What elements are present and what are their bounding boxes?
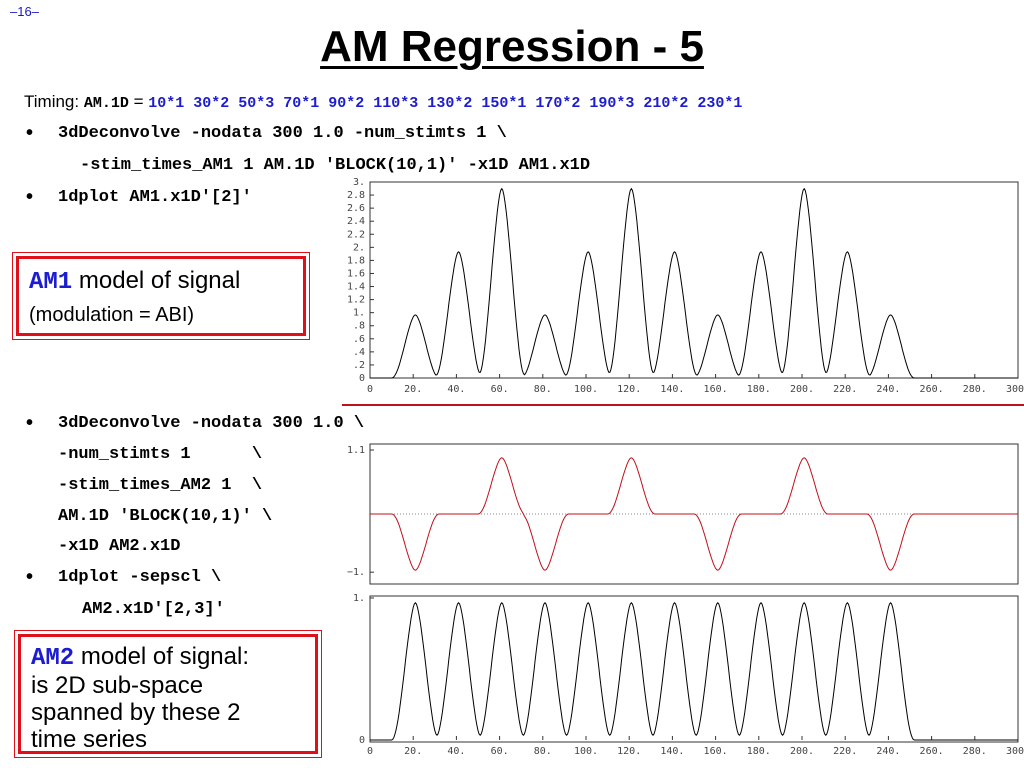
command-line: 1dplot -sepscl \ <box>58 568 222 587</box>
command-line: AM.1D 'BLOCK(10,1)' \ <box>58 507 273 526</box>
x-tick-label: 60. <box>491 746 509 757</box>
y-tick-label: 2.6 <box>347 203 365 214</box>
x-tick-label: 260. <box>920 384 944 395</box>
y-tick-label: 1.4 <box>347 282 365 293</box>
x-tick-label: 300. <box>1006 384 1024 395</box>
am2-callout-line: is 2D sub-space <box>31 672 204 699</box>
command-line: -num_stimts 1 \ <box>58 445 263 464</box>
am2-callout-text: model of signal: <box>74 643 249 670</box>
x-tick-label: 280. <box>963 746 987 757</box>
am2-modulated-plot: 1.1 −1. <box>347 443 1019 585</box>
am2-callout: AM2 model of signal: is 2D sub-space spa… <box>14 630 322 758</box>
x-tick-label: 140. <box>660 384 684 395</box>
am2-callout-line: time series <box>31 726 148 753</box>
y-tick-label: 2.4 <box>347 216 365 227</box>
x-tick-label: 160. <box>704 384 728 395</box>
timing-values: 10*1 30*2 50*3 70*1 90*2 110*3 130*2 150… <box>148 95 743 112</box>
x-tick-label: 0 <box>367 746 373 757</box>
page-number: –16– <box>10 4 39 19</box>
am1-callout-text: model of signal <box>72 267 241 294</box>
am1-plot: 0.2.4.6.81.1.21.41.61.82.2.22.42.62.83. … <box>347 178 1024 395</box>
am1-callout-title: AM1 model of signal <box>29 267 303 296</box>
command-line: -x1D AM2.x1D <box>58 537 181 556</box>
y-tick-label: 1.8 <box>347 255 365 266</box>
y-tick-label: .6 <box>353 334 365 345</box>
timing-line: Timing: AM.1D = 10*1 30*2 50*3 70*1 90*2… <box>24 92 742 112</box>
command-line: AM2.x1D'[2,3]' <box>82 600 225 619</box>
x-tick-label: 80. <box>534 384 552 395</box>
am2-keyword: AM2 <box>31 645 75 672</box>
y-tick-label: 1.2 <box>347 295 365 306</box>
x-tick-label: 0 <box>367 384 373 395</box>
plot-frame <box>369 595 1019 743</box>
x-tick-label: 40. <box>447 746 465 757</box>
x-tick-label: 160. <box>704 746 728 757</box>
plot-frame <box>369 181 1019 379</box>
y-tick-label: .8 <box>353 321 365 332</box>
x-tick-label: 200. <box>790 746 814 757</box>
timing-file: AM.1D <box>83 95 129 112</box>
y-tick-label: 2.8 <box>347 190 365 201</box>
am1-callout: AM1 model of signal (modulation = ABI) <box>12 252 310 340</box>
bullet-1: • <box>26 122 34 144</box>
bullet-4: • <box>26 566 34 588</box>
y-tick-label: 3. <box>353 178 365 188</box>
command-line: 3dDeconvolve -nodata 300 1.0 \ <box>58 414 365 433</box>
x-tick-label: 240. <box>876 746 900 757</box>
x-tick-label: 60. <box>491 384 509 395</box>
y-tick-label: 1. <box>353 308 365 319</box>
am1-callout-sub: (modulation = ABI) <box>29 304 195 326</box>
y-tick-label: .4 <box>353 347 365 358</box>
x-tick-label: 200. <box>790 384 814 395</box>
command-line: -stim_times_AM1 1 AM.1D 'BLOCK(10,1)' -x… <box>80 156 591 175</box>
x-tick-label: 40. <box>447 384 465 395</box>
y-tick-label: 1. <box>353 593 365 604</box>
command-line: -stim_times_AM2 1 \ <box>58 476 263 495</box>
bullet-3: • <box>26 412 34 434</box>
x-tick-label: 80. <box>534 746 552 757</box>
x-tick-label: 120. <box>617 746 641 757</box>
section-divider <box>342 404 1024 406</box>
y-tick-label: 1.6 <box>347 268 365 279</box>
am1-keyword: AM1 <box>29 269 73 296</box>
x-tick-label: 140. <box>660 746 684 757</box>
timing-equals: = <box>133 92 144 111</box>
x-tick-label: 220. <box>833 384 857 395</box>
x-tick-label: 240. <box>876 384 900 395</box>
x-tick-label: 220. <box>833 746 857 757</box>
am2-constant-curve <box>370 602 1018 741</box>
y-tick-label: 2.2 <box>347 229 365 240</box>
am2-callout-line: spanned by these 2 <box>31 699 241 726</box>
bullet-2: • <box>26 186 34 208</box>
y-tick-label: −1. <box>347 567 365 578</box>
x-tick-label: 300. <box>1006 746 1024 757</box>
y-tick-label: .2 <box>353 360 365 371</box>
x-tick-label: 260. <box>920 746 944 757</box>
y-tick-label: 1.1 <box>347 445 365 456</box>
y-tick-label: 0 <box>359 373 365 384</box>
y-tick-label: 0 <box>359 735 365 746</box>
am2-modulated-curve <box>370 457 1018 571</box>
x-tick-label: 120. <box>617 384 641 395</box>
x-tick-label: 20. <box>404 384 422 395</box>
x-tick-label: 20. <box>404 746 422 757</box>
command-line: 1dplot AM1.x1D'[2]' <box>58 188 252 207</box>
x-tick-label: 180. <box>747 384 771 395</box>
x-tick-label: 280. <box>963 384 987 395</box>
x-tick-label: 100. <box>574 384 598 395</box>
command-line: 3dDeconvolve -nodata 300 1.0 -num_stimts… <box>58 124 507 143</box>
timing-label: Timing: <box>24 92 80 111</box>
slide-title: AM Regression - 5 <box>320 22 704 71</box>
x-tick-label: 100. <box>574 746 598 757</box>
am2-callout-title: AM2 model of signal: <box>31 643 315 672</box>
x-tick-label: 180. <box>747 746 771 757</box>
am1-regressor-curve <box>370 187 1018 379</box>
y-tick-label: 2. <box>353 242 365 253</box>
am2-constant-plot: 1. 0 0 20. 40. 60. 80. 100. 120. 140. 160. 180. 200… <box>353 593 1024 757</box>
